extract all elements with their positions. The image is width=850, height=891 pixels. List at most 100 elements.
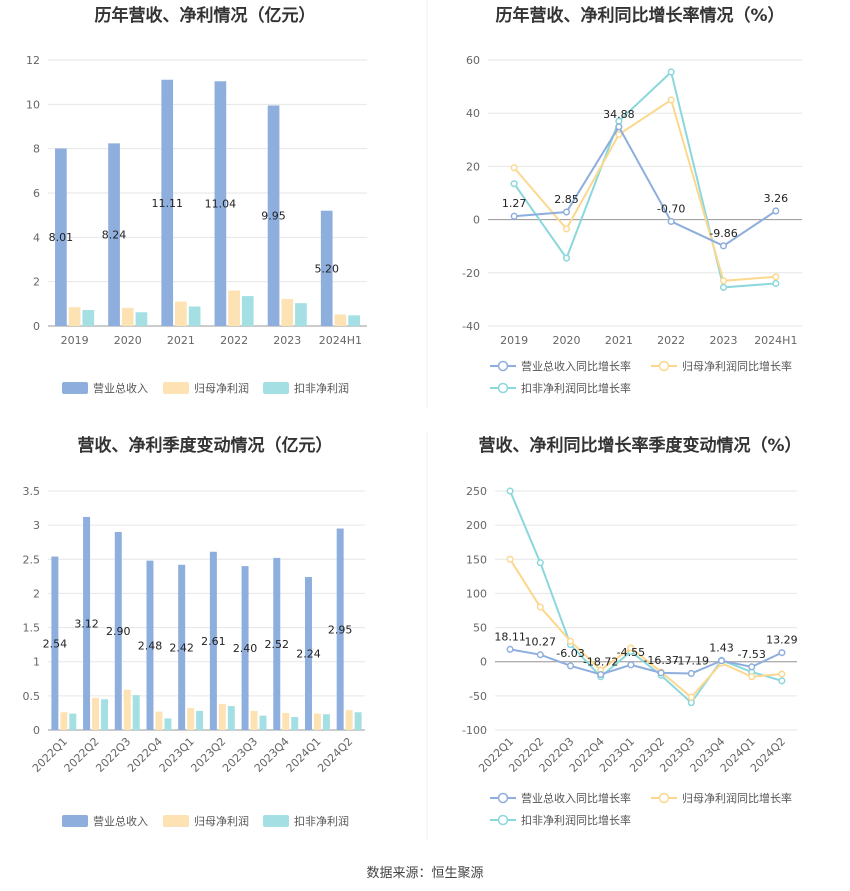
bar-revenue [336,528,344,730]
y-tick-label: -40 [462,320,480,333]
bar-revenue [273,557,281,730]
chart-title: 营收、净利同比增长率季度变动情况（%） [478,435,801,456]
legend-swatch [163,382,189,394]
legend-label: 扣非净利润同比增长率 [521,381,631,395]
series-point [597,670,605,679]
series-point [667,68,675,76]
data-label: 11.04 [205,198,237,211]
series-point [536,651,544,659]
data-label: 2.40 [233,642,258,655]
chart-title: 营收、净利季度变动情况（亿元） [78,435,333,456]
series-point [719,283,728,291]
bar-deducted-profit [241,296,254,326]
series-point [667,96,675,104]
data-source-note: 数据来源：恒生聚源 [366,866,484,881]
bar-revenue [241,566,249,730]
bar-deducted-profit [295,303,307,326]
data-label: 2.52 [265,638,290,651]
series-point [748,663,756,671]
y-tick-label: 0 [33,724,40,737]
y-tick-label: 1.5 [23,622,41,635]
legend-swatch [62,382,88,394]
bar-net-profit [92,697,100,730]
data-label: 2.90 [106,625,131,638]
x-tick-label: 2024H1 [754,334,797,347]
data-label: -7.53 [737,648,765,661]
bar-net-profit [250,710,258,730]
legend-label: 扣非净利润同比增长率 [521,813,631,827]
bar-revenue [209,551,217,730]
bar-net-profit [345,710,353,730]
legend-swatch [263,382,289,394]
bar-revenue [320,210,333,326]
data-label: 34.88 [603,108,635,121]
series-point [778,677,786,685]
series-point [717,657,726,665]
bar-deducted-profit [82,310,95,326]
bar-revenue [51,556,59,730]
series-point [772,273,780,281]
data-label: 1.27 [502,197,527,210]
series-point [506,487,514,495]
bar-revenue [304,577,312,730]
data-label: 3.12 [74,617,99,630]
series-point [566,637,575,645]
legend-label: 归母净利润 [194,814,249,828]
data-label: 9.95 [261,210,286,223]
bar-revenue [83,516,91,730]
bar-net-profit [334,314,347,326]
x-tick-label: 2021 [167,334,195,347]
data-label: 18.11 [494,630,526,643]
series-line [513,70,776,289]
series-point [687,693,695,701]
y-tick-label: 150 [466,553,487,566]
legend-marker [497,382,509,394]
y-tick-label: 0 [33,320,40,333]
series-line [509,490,783,705]
bar-revenue [55,148,67,326]
data-label: -0.70 [657,202,685,215]
y-tick-label: 200 [466,519,487,532]
annual-growth-rate-line-chart: 历年营收、净利同比增长率情况（%） -40 -20 0 20 40 60 1.27 2.85 34… [462,5,802,395]
series-point [562,225,571,233]
series-point [562,254,571,262]
data-label: 8.24 [102,229,127,242]
y-tick-label: 2 [33,587,40,600]
bar-net-profit [281,298,294,326]
series-point [506,645,514,653]
legend-marker [497,792,509,804]
y-tick-label: -100 [462,724,487,737]
bar-deducted-profit [164,718,172,730]
x-tick-label: 2021 [605,334,633,347]
legend-swatch [263,815,289,827]
data-label: -4.55 [617,646,645,659]
bar-deducted-profit [196,710,204,730]
y-tick-label: 50 [473,622,487,635]
bar-net-profit [68,307,81,326]
data-label: 5.20 [314,262,339,275]
y-tick-label: -50 [469,690,487,703]
bar-net-profit [123,689,131,730]
series-point [536,603,544,611]
x-tick-label: 2020 [553,334,581,347]
series-point [719,242,728,250]
series-line [509,648,783,676]
data-label: -16.37 [643,654,678,667]
data-label: -17.19 [674,654,709,667]
bar-deducted-profit [227,706,235,730]
bar-deducted-profit [135,312,148,326]
series-point [627,644,635,652]
y-tick-label: 4 [33,231,40,244]
bar-net-profit [175,301,187,326]
bar-revenue [108,143,120,326]
bar-revenue [146,560,154,730]
bar-net-profit [155,711,163,730]
data-label: 13.29 [766,634,798,647]
series-point [748,673,756,681]
y-tick-label: 1 [33,656,40,669]
series-line [509,558,782,699]
data-label: 10.27 [525,636,557,649]
bar-deducted-profit [132,695,140,730]
series-point [615,130,623,139]
series-point [627,661,635,669]
